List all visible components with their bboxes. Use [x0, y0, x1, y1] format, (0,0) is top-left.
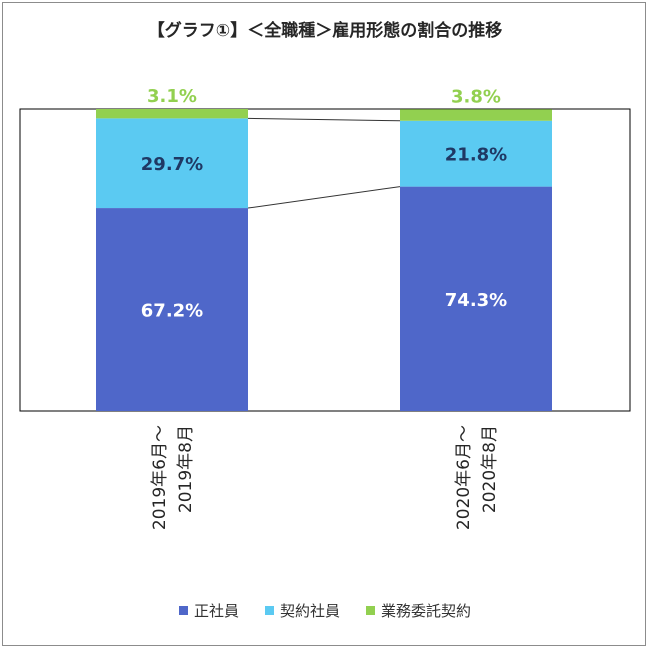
category-label-line: 2019年8月	[176, 425, 196, 513]
chart-title: 【グラフ①】＜全職種＞雇用形態の割合の推移	[147, 21, 503, 41]
legend-label-gyomu: 業務委託契約	[381, 602, 472, 620]
bar-gyomu-2	[400, 109, 552, 121]
legend-item-gyomu: 業務委託契約	[366, 600, 471, 621]
data-label-keiyaku-1: 29.7%	[141, 154, 203, 175]
legend-swatch-gyomu	[366, 606, 375, 615]
plot-area	[19, 108, 631, 412]
legend-swatch-keiyaku	[264, 606, 274, 615]
category-label-1: 2019年6月～ 2019年8月	[150, 425, 196, 530]
category-label-line: 2020年8月	[480, 425, 500, 513]
data-label-gyomu-1: 3.1%	[147, 86, 197, 107]
bar-keiyaku-2	[400, 120, 552, 187]
legend-item-seishain: 正社員	[178, 600, 239, 621]
legend: 正社員 契約社員 業務委託契約	[0, 600, 650, 621]
bar-keiyaku-1	[96, 118, 248, 209]
bar-seishain-2	[400, 186, 552, 411]
data-label-seishain-2: 74.3%	[445, 290, 507, 311]
legend-item-keiyaku: 契約社員	[264, 600, 340, 621]
category-label-line: 2019年6月～	[150, 425, 170, 530]
series-line-2	[247, 117, 401, 122]
category-label-2: 2020年6月～ 2020年8月	[454, 425, 500, 530]
category-label-line: 2020年6月～	[454, 425, 474, 530]
legend-label-seishain: 正社員	[193, 602, 239, 620]
data-label-seishain-1: 67.2%	[141, 301, 203, 322]
data-label-keiyaku-2: 21.8%	[445, 145, 507, 166]
legend-swatch-seishain	[178, 606, 188, 615]
data-label-gyomu-2: 3.8%	[451, 86, 501, 107]
series-line-1	[247, 186, 401, 209]
legend-label-keiyaku: 契約社員	[279, 602, 340, 620]
bar-seishain-1	[96, 208, 248, 411]
bar-gyomu-1	[96, 109, 248, 119]
